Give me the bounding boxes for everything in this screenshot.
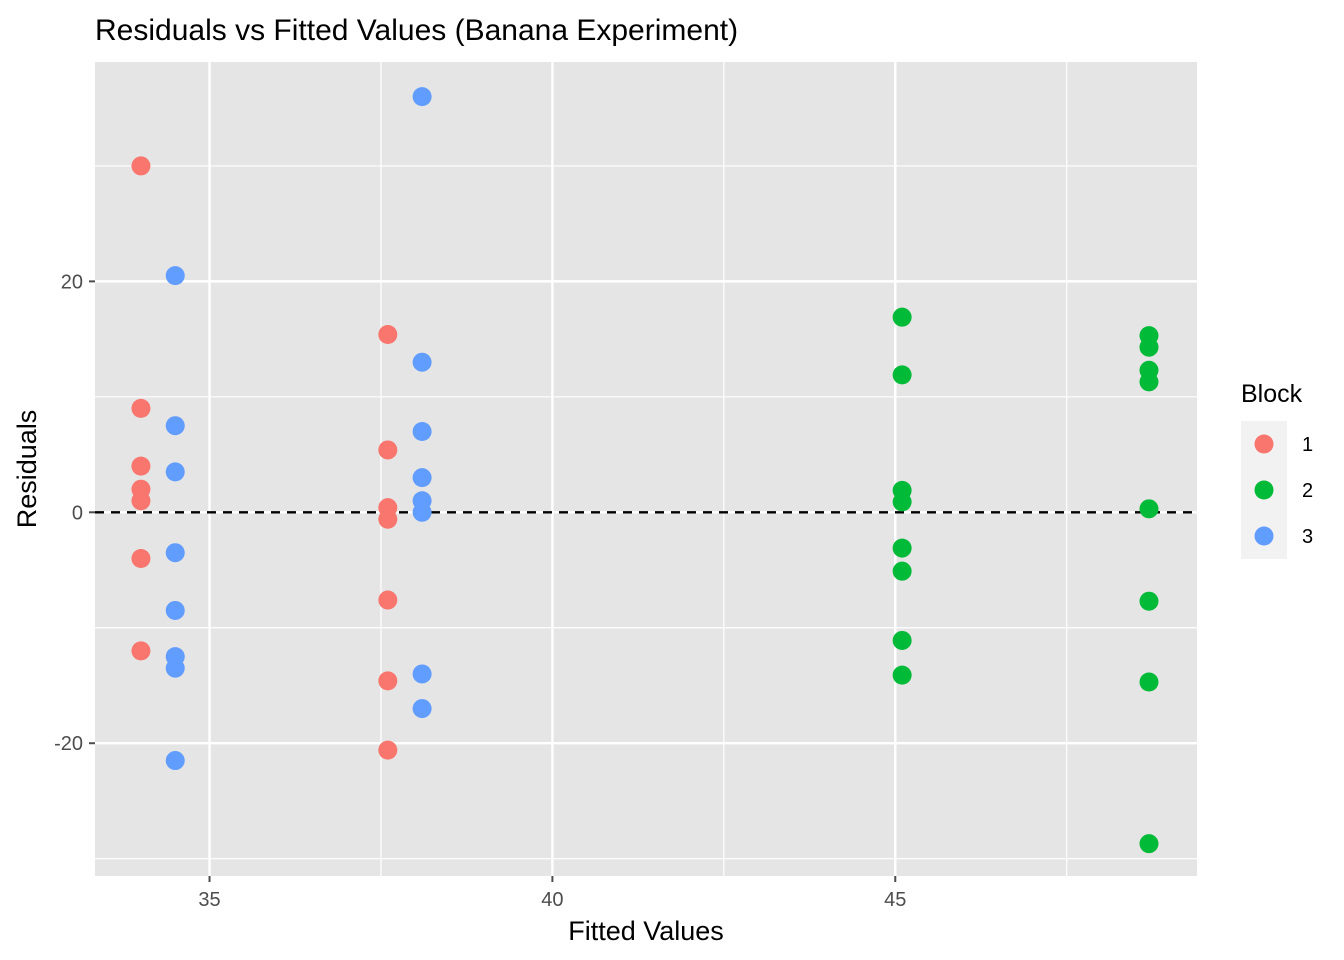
legend-label-block-1: 1 <box>1302 434 1313 456</box>
y-tick-label: 20 <box>61 271 83 293</box>
data-point-block-1 <box>131 398 151 418</box>
x-tick-label: 35 <box>198 889 220 911</box>
data-point-block-1 <box>131 641 151 661</box>
data-point-block-3 <box>165 543 185 563</box>
data-point-block-3 <box>165 416 185 436</box>
x-tick-label: 45 <box>884 889 906 911</box>
data-point-block-3 <box>412 664 432 684</box>
data-point-block-1 <box>131 456 151 476</box>
x-tick-label: 40 <box>541 889 563 911</box>
data-point-block-2 <box>1139 372 1159 392</box>
data-point-block-2 <box>1139 337 1159 357</box>
data-point-block-2 <box>892 365 912 385</box>
data-point-block-2 <box>1139 672 1159 692</box>
legend-key-block-3 <box>1254 526 1274 546</box>
data-point-block-2 <box>892 307 912 327</box>
legend-key-block-1 <box>1254 434 1274 454</box>
y-axis: -20 0 20 <box>54 271 95 755</box>
data-point-block-2 <box>1139 834 1159 854</box>
data-point-block-1 <box>131 156 151 176</box>
data-point-block-3 <box>412 502 432 522</box>
x-axis: 35 40 45 <box>198 876 906 911</box>
data-point-block-1 <box>378 740 398 760</box>
data-point-block-1 <box>378 590 398 610</box>
data-point-block-3 <box>165 462 185 482</box>
data-point-block-1 <box>131 548 151 568</box>
legend-key-block-2 <box>1254 480 1274 500</box>
legend-items: 1 2 3 <box>1254 434 1313 548</box>
data-point-block-1 <box>131 491 151 511</box>
legend-label-block-2: 2 <box>1302 480 1313 502</box>
legend: Block 1 2 3 <box>1241 380 1313 559</box>
data-point-block-3 <box>165 266 185 286</box>
data-point-block-2 <box>892 630 912 650</box>
data-point-block-2 <box>892 492 912 512</box>
data-point-block-2 <box>892 538 912 558</box>
y-axis-title: Residuals <box>12 410 42 529</box>
data-point-block-2 <box>1139 499 1159 519</box>
data-point-block-1 <box>378 324 398 344</box>
data-point-block-2 <box>892 665 912 685</box>
data-point-block-1 <box>378 509 398 529</box>
legend-label-block-3: 3 <box>1302 526 1313 548</box>
data-point-block-2 <box>892 561 912 581</box>
data-points <box>131 87 1159 854</box>
data-point-block-3 <box>165 658 185 678</box>
x-axis-title: Fitted Values <box>568 916 724 946</box>
data-point-block-3 <box>165 600 185 620</box>
data-point-block-1 <box>378 671 398 691</box>
data-point-block-3 <box>412 468 432 488</box>
minor-gridlines <box>95 62 1197 876</box>
chart-title: Residuals vs Fitted Values (Banana Exper… <box>95 14 738 47</box>
data-point-block-3 <box>412 699 432 719</box>
data-point-block-3 <box>412 421 432 441</box>
data-point-block-3 <box>412 352 432 372</box>
data-point-block-3 <box>412 87 432 107</box>
plot-panel <box>95 62 1197 876</box>
legend-title: Block <box>1241 380 1303 408</box>
y-tick-label: -20 <box>54 733 83 755</box>
y-tick-label: 0 <box>72 502 83 524</box>
data-point-block-2 <box>1139 591 1159 611</box>
data-point-block-1 <box>378 440 398 460</box>
data-point-block-3 <box>165 751 185 771</box>
